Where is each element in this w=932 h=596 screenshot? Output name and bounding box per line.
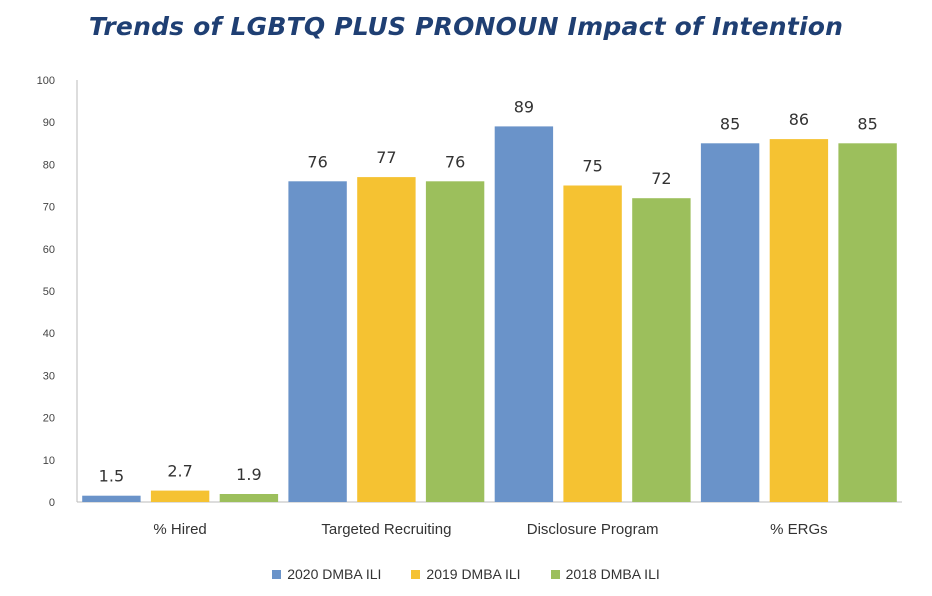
bar-3-2 bbox=[563, 185, 622, 502]
y-tick-label: 80 bbox=[43, 159, 55, 171]
chart-bars bbox=[82, 126, 897, 503]
legend-label: 2020 DMBA ILI bbox=[287, 566, 382, 582]
legend-item: 2020 DMBA ILI bbox=[272, 566, 381, 582]
chart-title: Trends of LGBTQ PLUS PRONOUN Impact of I… bbox=[88, 12, 844, 41]
y-tick-label: 100 bbox=[37, 75, 55, 87]
y-tick-label: 10 bbox=[43, 455, 55, 467]
category-label: % ERGs bbox=[770, 521, 828, 538]
y-tick-label: 0 bbox=[49, 497, 55, 509]
legend-label: 2018 DMBA ILI bbox=[565, 566, 660, 582]
legend-label: 2019 DMBA ILI bbox=[426, 566, 521, 582]
category-label: % Hired bbox=[153, 521, 206, 538]
data-label: 75 bbox=[582, 157, 602, 176]
data-label: 72 bbox=[651, 169, 671, 188]
bar-2-1 bbox=[288, 181, 347, 503]
data-label: 77 bbox=[376, 148, 396, 167]
y-tick-label: 30 bbox=[43, 370, 55, 382]
y-tick-label: 90 bbox=[43, 117, 55, 129]
data-label: 85 bbox=[857, 114, 877, 133]
category-label: Disclosure Program bbox=[527, 521, 659, 538]
bar-3-3 bbox=[632, 198, 691, 502]
chart-data-labels: 1.5 2.7 1.9 76 77 76 89 75 72 85 86 85 bbox=[99, 97, 878, 485]
bar-2-2 bbox=[357, 177, 416, 502]
chart-axes: 0 10 20 30 40 50 60 70 80 90 100 % Hired Targeted Re… bbox=[37, 75, 902, 538]
data-label: 1.5 bbox=[99, 467, 124, 486]
bar-4-2 bbox=[769, 139, 829, 502]
y-tick-label: 60 bbox=[43, 244, 55, 256]
y-tick-label: 40 bbox=[43, 328, 55, 340]
data-label: 1.9 bbox=[236, 465, 261, 484]
data-label: 89 bbox=[514, 97, 534, 116]
bar-1-3 bbox=[219, 494, 279, 502]
bar-1-2 bbox=[150, 490, 210, 502]
y-tick-label: 50 bbox=[43, 286, 55, 298]
bar-4-1 bbox=[700, 143, 760, 503]
y-tick-label: 70 bbox=[43, 202, 55, 214]
y-tick-label: 20 bbox=[43, 413, 55, 425]
bar-1-1 bbox=[82, 495, 141, 502]
bar-3-1 bbox=[494, 126, 554, 503]
data-label: 76 bbox=[307, 152, 327, 171]
chart-legend: 2020 DMBA ILI 2019 DMBA ILI 2018 DMBA ILI bbox=[0, 566, 932, 582]
legend-swatch bbox=[550, 569, 560, 579]
bar-4-3 bbox=[838, 143, 897, 503]
legend-swatch bbox=[272, 569, 282, 579]
category-label: Targeted Recruiting bbox=[321, 521, 451, 538]
data-label: 86 bbox=[789, 110, 809, 129]
legend-item: 2019 DMBA ILI bbox=[411, 566, 521, 582]
bar-2-3 bbox=[425, 181, 485, 503]
data-label: 76 bbox=[445, 152, 465, 171]
data-label: 85 bbox=[720, 114, 740, 133]
data-label: 2.7 bbox=[167, 462, 192, 481]
legend-item: 2018 DMBA ILI bbox=[550, 566, 660, 582]
legend-swatch bbox=[411, 569, 421, 579]
